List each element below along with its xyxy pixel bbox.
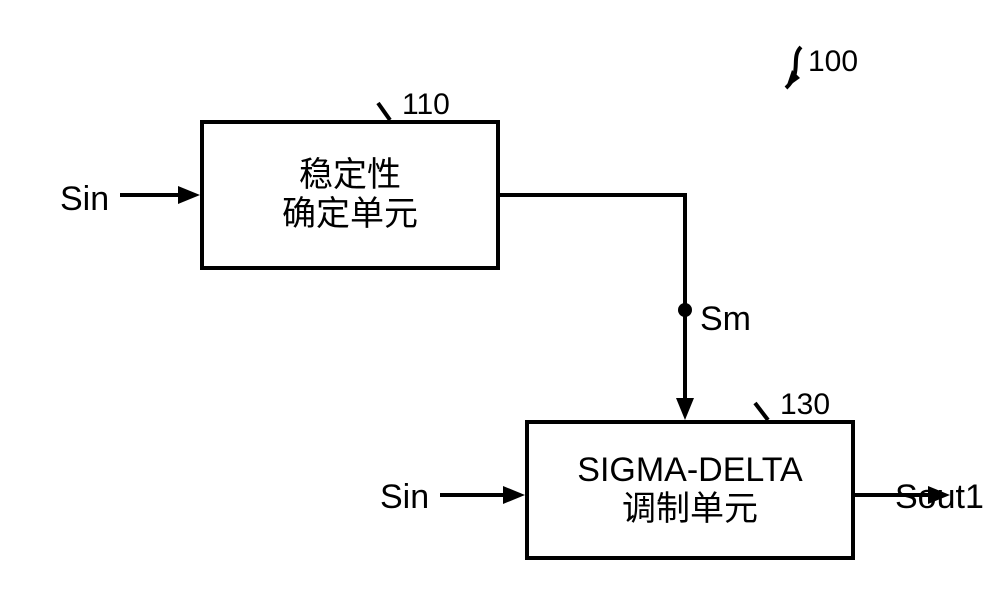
node-sdm: SIGMA-DELTA 调制单元 bbox=[525, 420, 855, 560]
ref110-tick bbox=[378, 103, 390, 120]
arrowhead-stability-sdm bbox=[676, 398, 694, 420]
node-sdm-line1: SIGMA-DELTA bbox=[577, 451, 802, 490]
diagram-stage: 稳定性 确定单元 SIGMA-DELTA 调制单元 110 130 100 Si… bbox=[0, 0, 1000, 605]
ref-label-130: 130 bbox=[780, 388, 830, 422]
node-stability-line2: 确定单元 bbox=[282, 195, 418, 234]
node-stability-line1: 稳定性 bbox=[299, 156, 401, 195]
arrowhead-ref100 bbox=[786, 70, 800, 88]
ref-label-110: 110 bbox=[402, 88, 450, 122]
node-stability: 稳定性 确定单元 bbox=[200, 120, 500, 270]
signal-sm: Sm bbox=[700, 300, 751, 339]
ref130-tick bbox=[755, 403, 768, 420]
edge-stability-sdm bbox=[500, 195, 685, 398]
signal-sin-top: Sin bbox=[60, 180, 109, 219]
junction-sm bbox=[678, 303, 692, 317]
ref100-curve bbox=[786, 47, 801, 88]
arrowhead-sin-stability bbox=[178, 186, 200, 204]
arrowhead-sin-sdm bbox=[503, 486, 525, 504]
ref-label-100: 100 bbox=[808, 45, 858, 79]
signal-sout1: Sout1 bbox=[895, 478, 984, 517]
node-sdm-line2: 调制单元 bbox=[622, 490, 758, 529]
signal-sin-bottom: Sin bbox=[380, 478, 429, 517]
